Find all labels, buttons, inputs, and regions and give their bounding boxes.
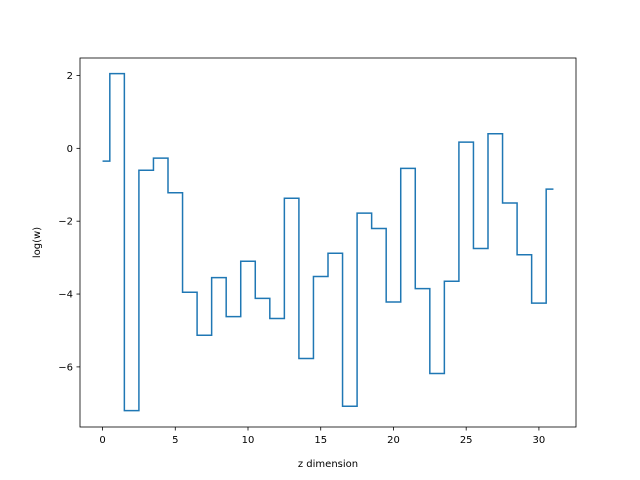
plot-area xyxy=(102,72,554,412)
x-tick-label: 20 xyxy=(387,435,400,446)
x-tick-label: 25 xyxy=(460,435,473,446)
y-tick-label: −6 xyxy=(58,362,73,373)
x-tick-label: 10 xyxy=(242,435,255,446)
y-tick-label: −4 xyxy=(58,290,73,301)
axes: 0 5 10 15 20 25 30 −6 −4 −2 0 2 xyxy=(58,57,577,446)
y-tick-label: −2 xyxy=(58,217,73,228)
y-tick-label: 0 xyxy=(67,144,73,155)
series-line-0 xyxy=(102,72,554,412)
x-tick-label: 0 xyxy=(99,435,105,446)
x-tick-label: 30 xyxy=(533,435,546,446)
axes-frame xyxy=(79,57,577,428)
x-tick-label: 5 xyxy=(172,435,178,446)
x-tick-label: 15 xyxy=(314,435,327,446)
x-axis-label: z dimension xyxy=(298,459,358,470)
y-tick-label: 2 xyxy=(67,71,73,82)
y-axis-label: log(w) xyxy=(32,227,43,258)
